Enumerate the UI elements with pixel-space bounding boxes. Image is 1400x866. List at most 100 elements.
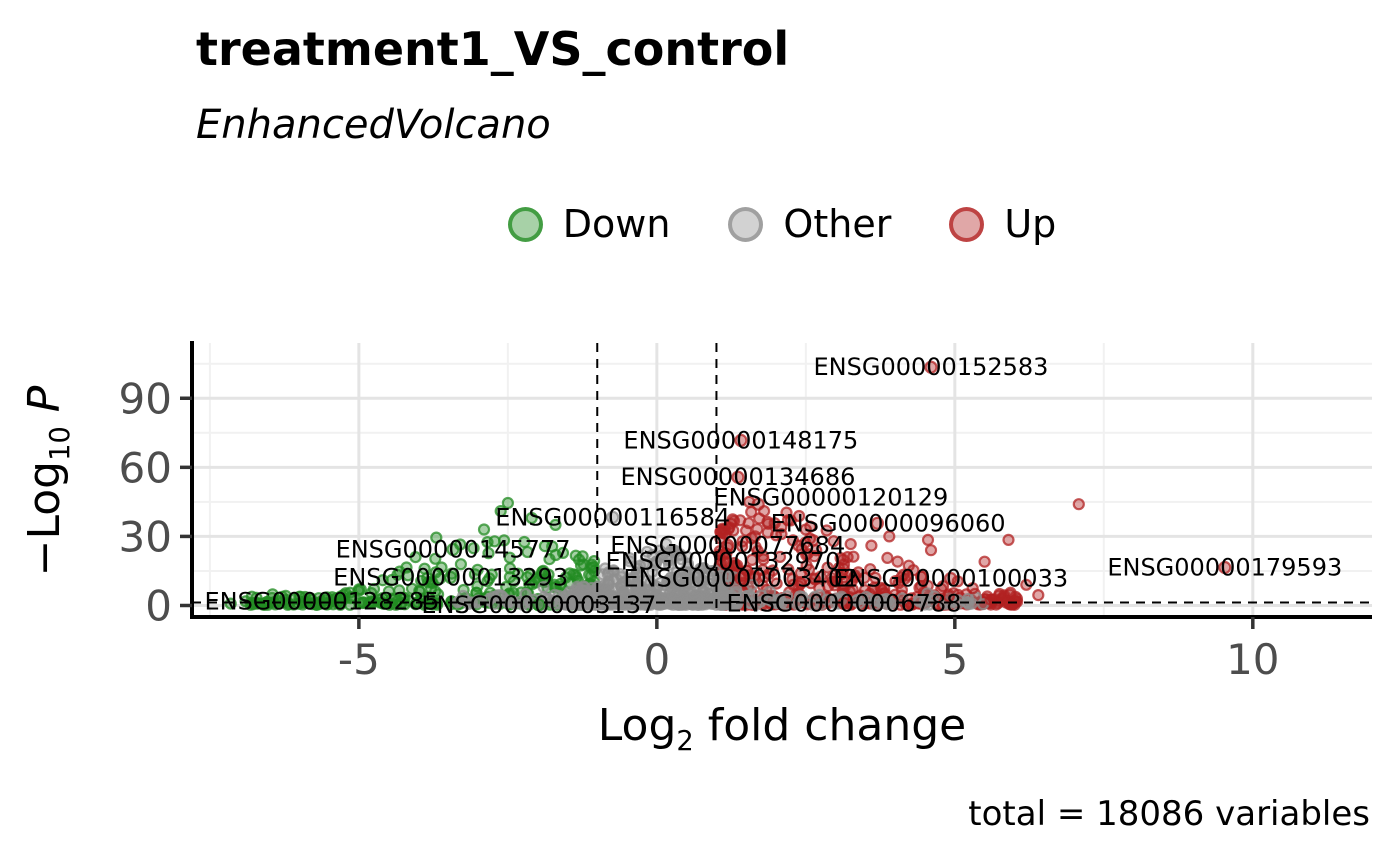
point-up xyxy=(864,563,877,576)
point-other xyxy=(676,590,689,604)
point-down xyxy=(549,518,562,532)
point-down xyxy=(224,597,237,610)
point-down xyxy=(481,575,494,588)
point-down xyxy=(481,535,494,549)
point-down xyxy=(446,542,460,557)
point-up xyxy=(719,527,732,541)
point-other xyxy=(494,589,507,602)
point-down xyxy=(400,561,413,574)
legend-key-up-icon xyxy=(949,206,985,242)
plot-subtitle: EnhancedVolcano xyxy=(196,102,551,148)
point-down xyxy=(574,559,588,572)
point-down xyxy=(525,511,538,525)
point-up xyxy=(751,497,765,511)
point-up xyxy=(731,470,745,484)
point-up xyxy=(726,513,739,526)
point-other xyxy=(545,595,559,608)
point-other xyxy=(793,590,807,603)
point-down xyxy=(454,558,467,571)
point-down xyxy=(563,567,576,580)
point-up xyxy=(901,569,914,582)
point-down xyxy=(503,562,517,575)
point-up xyxy=(792,539,805,552)
point-up xyxy=(810,544,823,557)
point-other xyxy=(639,558,653,571)
point-down xyxy=(415,574,428,588)
point-down xyxy=(503,570,516,584)
y-tick-label: 30 xyxy=(119,512,172,561)
point-other xyxy=(666,573,679,586)
point-up xyxy=(1020,578,1033,591)
point-other xyxy=(615,580,628,593)
gene-label: ENSG00000003137 xyxy=(421,591,656,619)
x-tick-label: -5 xyxy=(338,635,380,684)
point-other xyxy=(627,571,641,585)
y-tick-label: 60 xyxy=(119,443,172,492)
legend: Down Other Up xyxy=(192,202,1372,246)
gene-label: ENSG00000120129 xyxy=(713,483,948,511)
legend-label-up: Up xyxy=(1004,202,1057,246)
point-down xyxy=(239,595,252,608)
point-down xyxy=(518,535,531,549)
point-other xyxy=(560,597,573,610)
x-tick-label: 10 xyxy=(1226,635,1279,684)
legend-label-down: Down xyxy=(562,202,671,246)
point-down xyxy=(494,505,507,518)
point-down xyxy=(521,571,534,584)
gene-label: ENSG00000003402 xyxy=(623,565,858,593)
point-up xyxy=(832,561,845,575)
caption-total-variables: total = 18086 variables xyxy=(968,794,1370,834)
point-up xyxy=(966,582,979,595)
point-up xyxy=(838,574,851,587)
gene-label: ENSG00000116584 xyxy=(495,503,730,531)
gene-label: ENSG00000100033 xyxy=(833,565,1068,593)
point-other xyxy=(662,554,675,567)
point-up xyxy=(924,360,938,374)
point-other xyxy=(483,592,497,605)
point-up xyxy=(808,573,822,586)
x-axis-title: Log2 fold change xyxy=(597,700,967,757)
point-down xyxy=(352,583,365,596)
y-axis-title: −Log10 P xyxy=(19,385,76,577)
point-other xyxy=(668,546,681,559)
legend-item-up: Up xyxy=(949,202,1056,246)
point-up xyxy=(915,570,929,583)
point-other xyxy=(691,594,704,608)
point-up xyxy=(865,539,878,552)
point-up xyxy=(799,523,812,536)
point-up xyxy=(846,583,859,596)
point-up xyxy=(762,517,775,530)
point-other xyxy=(695,575,709,588)
point-down xyxy=(393,584,406,597)
gene-label: ENSG00000145777 xyxy=(336,536,571,564)
gene-label: ENSG00000096060 xyxy=(771,509,1006,537)
gene-label: ENSG00000013293 xyxy=(333,563,568,591)
point-up xyxy=(848,569,861,582)
gene-label: ENSG00000148175 xyxy=(623,426,858,454)
point-up xyxy=(942,590,956,603)
point-up xyxy=(1218,560,1232,575)
point-down xyxy=(542,568,555,581)
point-up xyxy=(881,551,894,565)
point-up xyxy=(734,433,748,447)
point-down xyxy=(501,496,514,510)
point-other xyxy=(928,590,941,603)
gene-label: ENSG00000134686 xyxy=(620,463,855,491)
legend-label-other: Other xyxy=(783,202,892,246)
point-up xyxy=(716,554,730,569)
point-down xyxy=(498,534,511,547)
point-down xyxy=(467,542,480,555)
point-down xyxy=(376,574,389,587)
point-other xyxy=(806,598,820,611)
point-down xyxy=(543,552,556,566)
point-down xyxy=(334,590,348,603)
gene-label: ENSG00000132970 xyxy=(606,548,841,576)
point-up xyxy=(766,564,779,577)
point-up xyxy=(745,553,759,567)
point-up xyxy=(821,561,834,574)
gene-label: ENSG00000152583 xyxy=(814,353,1049,381)
point-down xyxy=(429,552,442,565)
point-up xyxy=(721,538,735,553)
point-other xyxy=(746,578,759,591)
point-up xyxy=(870,516,885,530)
